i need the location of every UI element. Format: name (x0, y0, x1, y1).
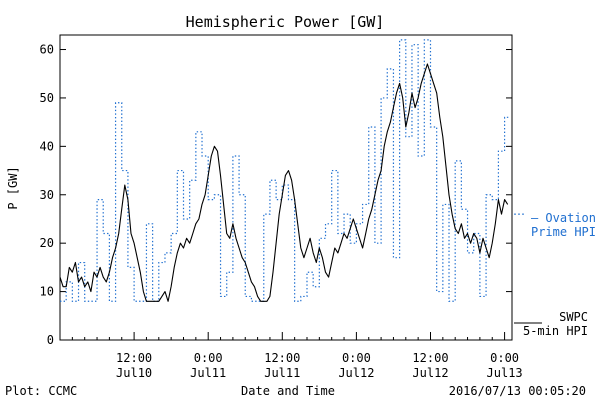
series-ovation-prime-hpi (60, 39, 509, 302)
y-tick-label: 10 (40, 285, 54, 299)
y-tick-label: 0 (47, 333, 54, 347)
legend-swpc-line2: 5-min HPI (523, 324, 588, 338)
y-tick-label: 60 (40, 43, 54, 57)
x-tick-date: Jul12 (338, 366, 374, 380)
plot-credit: Plot: CCMC (5, 384, 77, 398)
x-tick-time: 0:00 (490, 351, 519, 365)
x-tick-date: Jul11 (190, 366, 226, 380)
x-tick-time: 12:00 (116, 351, 152, 365)
x-axis-label: Date and Time (241, 384, 335, 398)
x-tick-time: 12:00 (264, 351, 300, 365)
x-tick-date: Jul12 (412, 366, 448, 380)
x-tick-time: 0:00 (194, 351, 223, 365)
y-tick-label: 20 (40, 236, 54, 250)
y-tick-label: 30 (40, 188, 54, 202)
plot-frame (59, 34, 513, 341)
x-tick-date: Jul10 (116, 366, 152, 380)
x-tick-time: 0:00 (342, 351, 371, 365)
x-tick-time: 12:00 (412, 351, 448, 365)
legend-swpc-line1: SWPC (559, 310, 588, 324)
x-tick-date: Jul13 (487, 366, 523, 380)
chart-title: Hemispheric Power [GW] (186, 13, 385, 31)
plot-area (59, 39, 509, 302)
legend-ovation-line1: — Ovation (531, 211, 596, 225)
y-axis-ticks: 0 10 20 30 40 50 60 (40, 43, 512, 347)
x-axis-ticks: 12:00Jul100:00Jul1112:00Jul110:00Jul1212… (59, 332, 523, 380)
legend-ovation-line2: Prime HPI (531, 225, 596, 239)
x-tick-date: Jul11 (264, 366, 300, 380)
y-tick-label: 40 (40, 139, 54, 153)
series-swpc-5min-hpi (59, 63, 509, 302)
plot-timestamp: 2016/07/13 00:05:20 (449, 384, 586, 398)
y-tick-label: 50 (40, 91, 54, 105)
y-axis-label: P [GW] (6, 166, 20, 209)
